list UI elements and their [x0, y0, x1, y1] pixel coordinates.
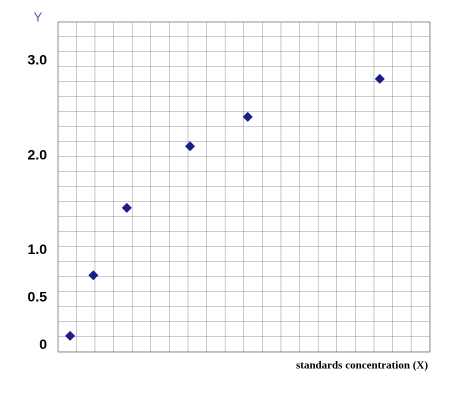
y-tick-label: 0.5 [28, 289, 48, 305]
point [242, 111, 253, 122]
point [65, 330, 76, 341]
graph-paper [57, 21, 431, 353]
y-axis-label: Y [34, 9, 43, 24]
y-tick-label: 1.0 [28, 241, 48, 257]
y-tick-label: 0 [39, 336, 47, 352]
y-tick-label: 2.0 [28, 146, 48, 162]
point [121, 202, 132, 213]
point [185, 141, 196, 152]
x-axis-label: standards concentration (X) [296, 360, 428, 372]
point [374, 73, 385, 84]
y-tick-label: 3.0 [28, 52, 48, 68]
point [88, 270, 99, 281]
